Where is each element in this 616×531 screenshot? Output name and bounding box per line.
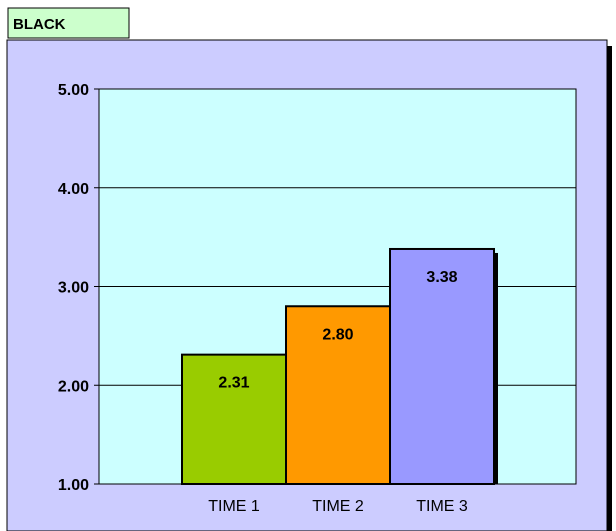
x-tick-label: TIME 3 bbox=[416, 498, 468, 515]
y-tick-label: 3.00 bbox=[58, 280, 89, 297]
title-tab-label: BLACK bbox=[13, 16, 66, 33]
x-tick-label: TIME 1 bbox=[208, 498, 260, 515]
y-tick-label: 1.00 bbox=[58, 477, 89, 494]
bar bbox=[389, 247, 495, 485]
bar-value-label: 2.80 bbox=[322, 326, 353, 343]
bar bbox=[181, 353, 287, 486]
y-tick-label: 5.00 bbox=[58, 82, 89, 99]
bar-value-label: 3.38 bbox=[426, 269, 457, 286]
title-tab bbox=[7, 7, 130, 39]
bar-value-label: 2.31 bbox=[218, 375, 249, 392]
x-axis-ticks: TIME 1 TIME 2 TIME 3 bbox=[208, 498, 468, 515]
y-axis-ticks: 1.00 2.00 3.00 4.00 5.00 bbox=[58, 82, 99, 494]
y-tick-label: 4.00 bbox=[58, 181, 89, 198]
y-tick-label: 2.00 bbox=[58, 378, 89, 395]
x-tick-label: TIME 2 bbox=[312, 498, 364, 515]
bars: 2.31 2.80 3.38 bbox=[181, 247, 498, 486]
